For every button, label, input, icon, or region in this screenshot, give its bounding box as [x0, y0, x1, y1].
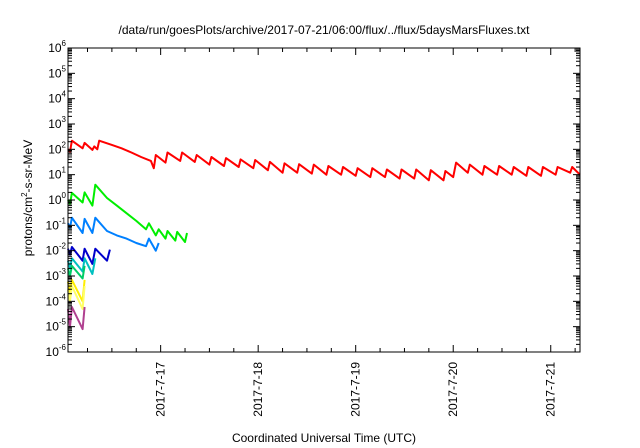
y-tick-exp: -4	[59, 292, 67, 301]
chart-title: /data/run/goesPlots/archive/2017-07-21/0…	[119, 23, 531, 37]
y-tick-exp: 5	[62, 64, 67, 73]
y-tick-label: 10-6	[46, 343, 67, 359]
y-axis-label: protons/cm2-s-sr-MeV	[20, 140, 35, 256]
y-tick-exp: 2	[62, 140, 67, 149]
y-tick-label: 10-1	[46, 216, 67, 232]
y-tick-label: 102	[48, 140, 66, 156]
y-tick-exp: 1	[62, 166, 67, 175]
x-tick-label: 2017-7-18	[251, 362, 265, 417]
x-tick-label: 2017-7-20	[446, 362, 460, 417]
y-tick-label: 101	[48, 166, 66, 182]
y-axis-label-sup: 2	[20, 192, 29, 197]
y-tick-base: 10	[48, 92, 62, 106]
y-tick-label: 10-2	[46, 242, 67, 258]
y-tick-label: 10-4	[46, 292, 67, 308]
y-tick-base: 10	[46, 294, 60, 308]
y-tick-exp: 4	[62, 90, 67, 99]
y-tick-label: 105	[48, 64, 66, 80]
y-tick-label: 10-5	[46, 318, 67, 334]
series-layer	[67, 139, 581, 331]
y-tick-exp: 0	[62, 191, 67, 200]
y-axis-label-base: protons/cm	[21, 197, 35, 256]
y-tick-base: 10	[48, 41, 62, 55]
y-tick-base: 10	[46, 320, 60, 334]
y-tick-base: 10	[48, 117, 62, 131]
x-axis-label: Coordinated Universal Time (UTC)	[232, 431, 416, 445]
y-tick-base: 10	[46, 269, 60, 283]
y-tick-base: 10	[46, 244, 60, 258]
y-tick-exp: -1	[59, 216, 67, 225]
y-tick-base: 10	[46, 345, 60, 359]
y-axis: 10-610-510-410-310-210-11001011021031041…	[46, 39, 580, 359]
y-tick-exp: -6	[59, 343, 67, 352]
y-tick-label: 10-3	[46, 267, 67, 283]
x-tick-label: 2017-7-21	[544, 362, 558, 417]
x-axis: 2017-7-17 2017-7-18 2017-7-19 2017-7-20 2017…	[87, 48, 576, 417]
y-tick-label: 104	[48, 90, 66, 106]
y-tick-label: 100	[48, 191, 66, 207]
y-axis-label-rest: -s-sr-MeV	[21, 140, 35, 193]
y-tick-exp: 3	[62, 115, 67, 124]
y-tick-base: 10	[48, 168, 62, 182]
y-tick-base: 10	[48, 193, 62, 207]
y-tick-base: 10	[48, 66, 62, 80]
x-tick-label: 2017-7-19	[349, 362, 363, 417]
y-tick-exp: 6	[62, 39, 67, 48]
x-tick-label: 2017-7-17	[154, 362, 168, 417]
series-line-6	[67, 264, 86, 280]
y-tick-exp: -3	[59, 267, 67, 276]
series-line-3	[67, 216, 160, 252]
y-tick-base: 10	[46, 218, 60, 232]
y-tick-base: 10	[48, 142, 62, 156]
y-tick-label: 106	[48, 39, 66, 55]
y-tick-label: 103	[48, 115, 66, 131]
y-tick-exp: -2	[59, 242, 67, 251]
series-line-2	[67, 183, 188, 243]
series-line-1	[67, 139, 581, 182]
y-tick-exp: -5	[59, 318, 67, 327]
